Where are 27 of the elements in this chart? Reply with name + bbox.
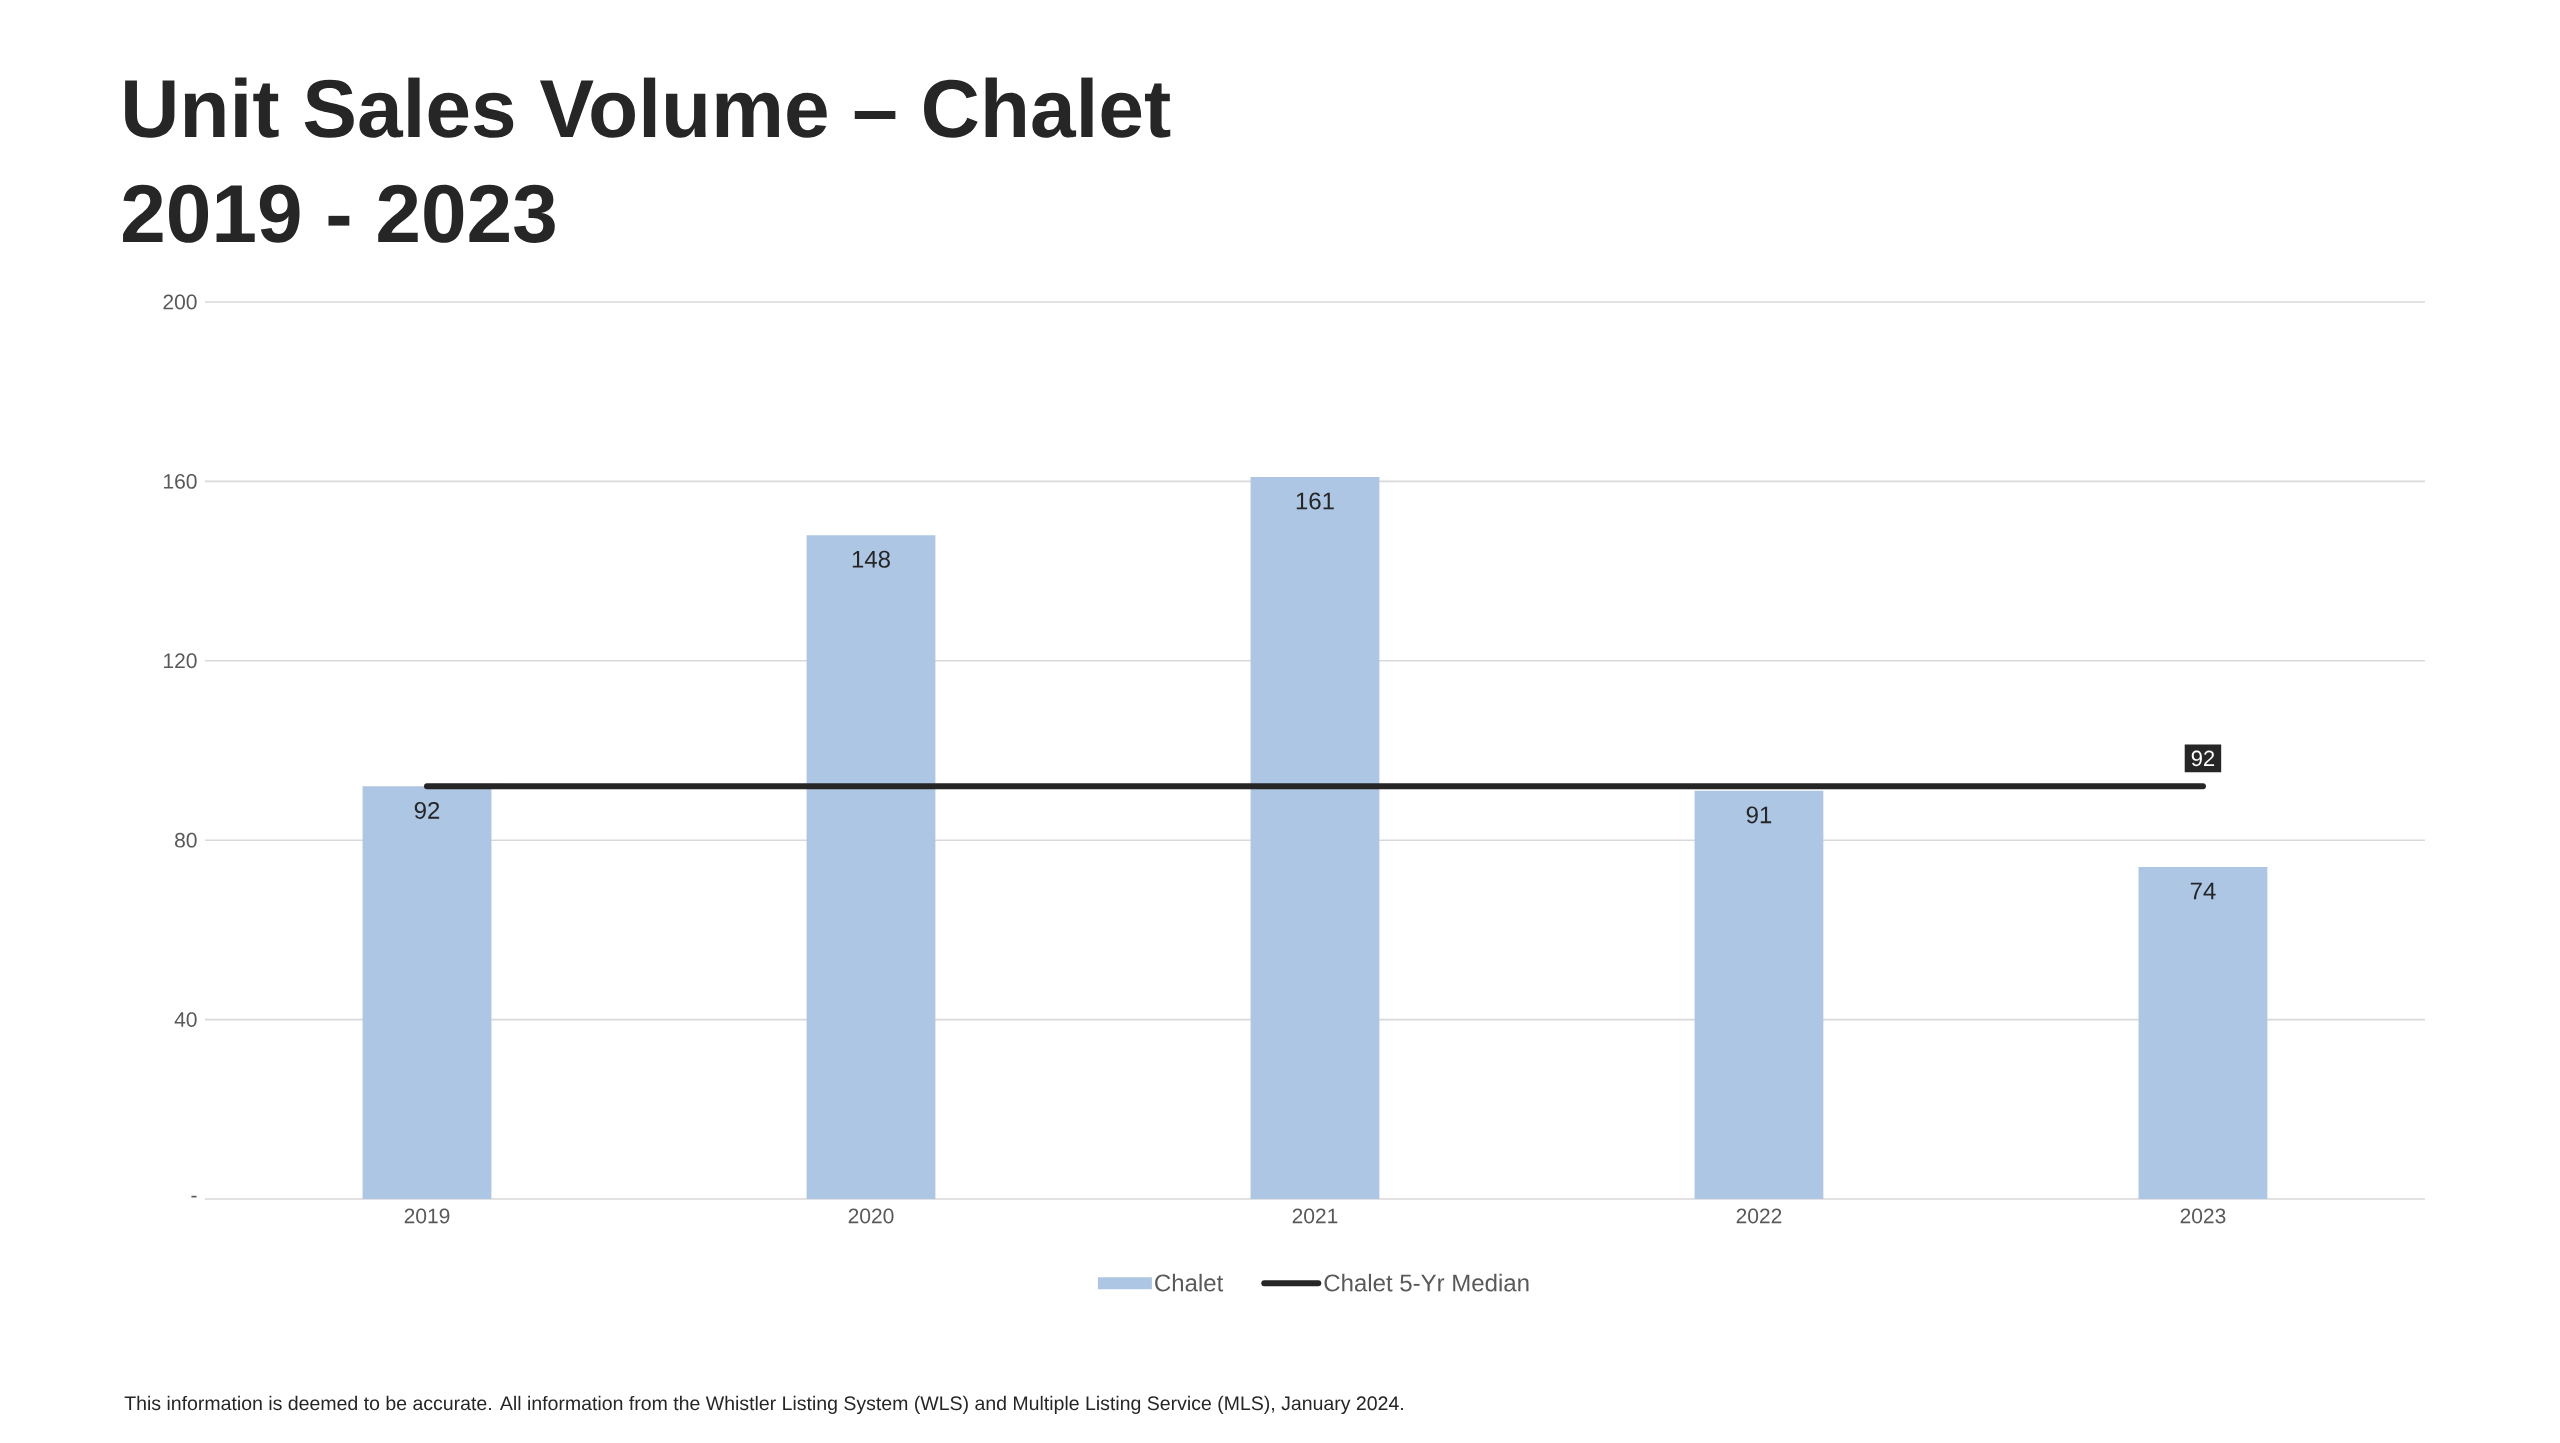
chart-title: Unit Sales Volume – Chalet bbox=[125, 77, 1171, 138]
bar bbox=[1694, 790, 1824, 1199]
chart-subtitle: 2019 - 2023 bbox=[123, 184, 555, 243]
bar bbox=[1250, 476, 1380, 1199]
x-tick-label: 2020 bbox=[848, 1208, 894, 1224]
data-label: 92 bbox=[2191, 750, 2215, 767]
bar bbox=[2138, 867, 2268, 1199]
bar bbox=[806, 535, 936, 1199]
y-tick-label: 200 bbox=[163, 294, 197, 310]
y-tick-label: - bbox=[191, 1195, 197, 1198]
text: This information is deemed to be accurate. All information from the Whistler Listing System (WLS) and Multiple Listing Service (MLS), January 2024. bbox=[124, 1395, 1403, 1415]
x-tick-label: 2019 bbox=[404, 1208, 450, 1224]
data-label: 74 bbox=[2190, 882, 2216, 900]
data-label: 91 bbox=[1746, 806, 1772, 824]
y-tick-label: 40 bbox=[174, 1012, 197, 1028]
x-tick-label: 2023 bbox=[2180, 1208, 2226, 1224]
x-tick-label: 2021 bbox=[1292, 1208, 1338, 1224]
data-label: 92 bbox=[414, 801, 440, 819]
data-label: 148 bbox=[852, 550, 890, 568]
x-tick-label: 2022 bbox=[1736, 1208, 1782, 1224]
legend-label: Chalet 5-Yr Median bbox=[1324, 1273, 1529, 1292]
bar bbox=[362, 786, 492, 1199]
y-tick-label: 80 bbox=[175, 832, 197, 848]
data-label: 161 bbox=[1296, 492, 1334, 510]
y-tick-label: 160 bbox=[164, 473, 197, 489]
y-tick-label: 120 bbox=[164, 653, 197, 669]
legend-label: Chalet bbox=[1155, 1273, 1224, 1292]
